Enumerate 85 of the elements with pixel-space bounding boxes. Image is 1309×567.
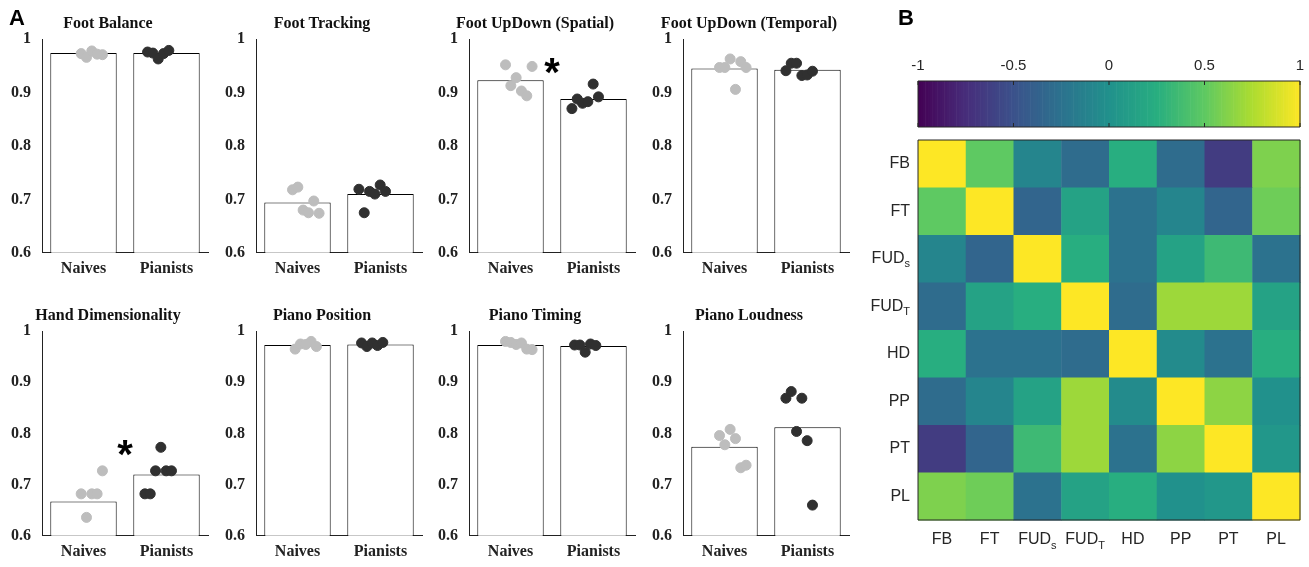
chart-title: Foot UpDown (Spatial) (455, 13, 615, 32)
x-tick-label: Naives (701, 258, 747, 276)
x-tick-label: Naives (487, 541, 534, 559)
y-tick-label: 0.6 (11, 242, 31, 260)
y-tick-label: 0.7 (438, 189, 458, 207)
color-bar-label: -1 (911, 56, 925, 74)
y-tick-label: 0.7 (11, 474, 31, 492)
y-tick-label: 0.8 (651, 423, 672, 441)
x-tick-label: Pianists (566, 258, 621, 276)
x-tick-label: Pianists (780, 258, 834, 276)
y-tick-label: 0.7 (224, 474, 245, 492)
y-tick-label: 0.8 (11, 136, 31, 154)
x-tick-label: Naives (60, 541, 107, 559)
y-tick-label: 0.9 (11, 82, 31, 100)
x-tick-label: HD (1121, 530, 1145, 548)
x-tick-label: Naives (274, 258, 320, 276)
y-tick-label: PT (889, 439, 911, 457)
annotation: * (117, 432, 134, 477)
y-tick-label: 0.6 (11, 525, 31, 543)
y-tick-label: 0.9 (438, 82, 458, 100)
color-bar-label: 0.5 (1194, 56, 1215, 74)
y-tick-label: 0.6 (438, 242, 458, 260)
y-tick-label: 0.9 (224, 372, 245, 390)
y-tick-label: 0.7 (651, 189, 672, 207)
y-tick-label: 0.6 (224, 242, 245, 260)
y-tick-label: 1 (663, 29, 672, 47)
color-bar-label: 0 (1104, 56, 1114, 74)
y-tick-label: 0.9 (651, 82, 672, 100)
chart-title: Foot UpDown (Temporal) (660, 13, 837, 32)
color-bar-label: 1 (1295, 56, 1305, 74)
y-tick-label: 0.9 (224, 82, 245, 100)
y-tick-label: 0.7 (11, 189, 31, 207)
y-tick-label: 0.8 (224, 423, 245, 441)
y-tick-label: PL (890, 486, 911, 504)
annotation: * (544, 49, 561, 94)
y-tick-label: 0.6 (651, 242, 672, 260)
y-tick-label: 0.9 (11, 372, 31, 390)
y-tick-label: 0.9 (438, 372, 458, 390)
y-tick-label: 0.7 (224, 189, 245, 207)
y-tick-label: 0.8 (438, 136, 458, 154)
x-tick-label: FT (979, 530, 1000, 548)
chart-title: Piano Timing (488, 305, 582, 324)
x-tick-label: Naives (60, 258, 107, 276)
y-tick-label: 1 (663, 321, 672, 339)
chart-title: Piano Loudness (694, 305, 803, 323)
text: A (9, 5, 25, 31)
y-tick-label: 0.8 (438, 423, 458, 441)
x-tick-label: Naives (274, 541, 320, 559)
y-tick-label: 0.8 (651, 136, 672, 154)
y-tick-label: 0.9 (651, 372, 672, 390)
x-tick-label: Pianists (139, 258, 194, 276)
y-tick-label: HD (886, 344, 910, 362)
x-tick-label: Pianists (566, 541, 621, 559)
x-tick-label: PT (1218, 530, 1239, 548)
y-tick-label: 0.8 (224, 136, 245, 154)
x-tick-label: Naives (487, 258, 534, 276)
y-tick-label: FT (890, 201, 911, 219)
y-tick-label: 0.8 (11, 423, 31, 441)
y-tick-label: FB (889, 154, 911, 172)
y-tick-label: 0.6 (438, 525, 458, 543)
y-tick-label: 1 (23, 321, 31, 339)
y-tick-label: 1 (23, 29, 31, 47)
x-tick-label: Pianists (353, 541, 407, 559)
x-tick-label: FB (931, 530, 953, 548)
chart-title: Hand Dimensionality (35, 305, 181, 324)
y-tick-label: 1 (236, 29, 245, 47)
x-tick-label: Pianists (139, 541, 194, 559)
text: B (898, 5, 914, 31)
x-tick-label: PL (1266, 530, 1287, 548)
y-tick-label: 0.7 (438, 474, 458, 492)
x-tick-label: Pianists (353, 258, 407, 276)
x-tick-label: PP (1169, 530, 1192, 548)
chart-title: Foot Balance (63, 13, 153, 31)
x-tick-label: Pianists (780, 541, 834, 559)
color-bar-label: -0.5 (1000, 56, 1027, 74)
y-tick-label: 1 (450, 29, 458, 47)
chart-title: Piano Position (272, 305, 371, 323)
y-tick-label: 0.7 (651, 474, 672, 492)
y-tick-label: 0.6 (651, 525, 672, 543)
y-tick-label: PP (888, 391, 910, 409)
y-tick-label: 0.6 (224, 525, 245, 543)
x-tick-label: Naives (701, 541, 747, 559)
y-tick-label: 1 (236, 321, 245, 339)
y-tick-label: 1 (450, 321, 458, 339)
chart-title: Foot Tracking (273, 13, 370, 32)
